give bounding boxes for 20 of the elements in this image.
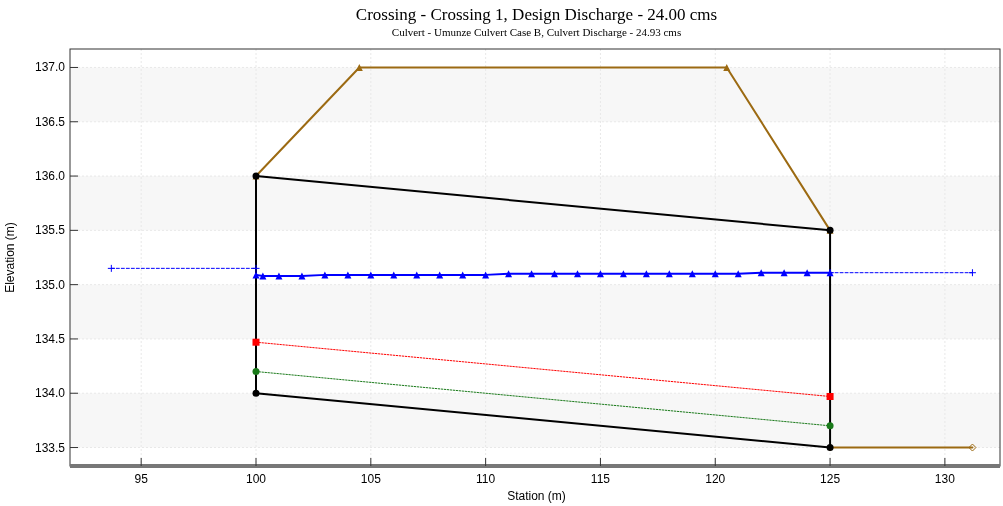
x-tick-label: 130 <box>934 472 956 486</box>
x-tick-label: 120 <box>705 472 726 486</box>
x-tick-label: 115 <box>590 472 611 486</box>
y-tick-label: 136.0 <box>34 169 66 184</box>
y-tick-label: 133.5 <box>34 440 66 455</box>
y-tick-label: 134.0 <box>34 386 66 401</box>
chart-title: Crossing - Crossing 1, Design Discharge - 24.00 cms <box>355 5 718 24</box>
x-tick-label: 125 <box>820 472 841 486</box>
x-tick-label: 100 <box>245 472 267 486</box>
y-tick-label: 134.5 <box>34 331 66 346</box>
y-tick-label: 137.0 <box>34 60 66 75</box>
x-tick-label: 95 <box>134 472 149 486</box>
x-tick-label: 105 <box>360 472 382 486</box>
y-tick-label: 135.5 <box>34 223 66 238</box>
x-axis-title: Station (m) <box>507 489 566 503</box>
y-axis-title: Elevation (m) <box>3 222 17 293</box>
x-tick-label: 110 <box>476 472 496 486</box>
y-tick-label: 135.0 <box>34 277 66 292</box>
y-tick-label: 136.5 <box>34 114 66 129</box>
chart-subtitle: Culvert - Umunze Culvert Case B, Culvert Discharge - 24.93 cms <box>391 26 682 38</box>
